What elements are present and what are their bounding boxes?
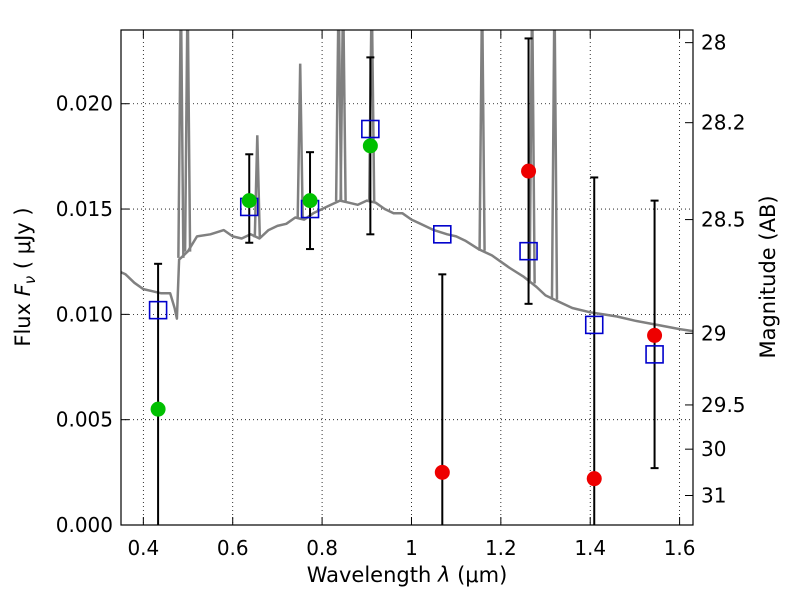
markers — [148, 119, 664, 487]
y-tick-label: 0.015 — [56, 197, 113, 221]
x-tick-label: 1.6 — [664, 536, 696, 560]
emission-line — [183, 30, 192, 252]
y-tick-label: 0.010 — [56, 302, 113, 326]
x-tick-label: 0.4 — [127, 536, 159, 560]
observed-flux-point — [241, 193, 257, 209]
observed-flux-point — [362, 138, 378, 154]
plot-frame — [120, 29, 694, 526]
emission-line — [528, 30, 536, 284]
observed-flux-point — [434, 464, 450, 480]
x-tick-label: 1 — [405, 536, 418, 560]
y-tick-label: 0.000 — [56, 513, 113, 537]
y2-tick-label: 31 — [701, 484, 726, 508]
y-tick-label: 0.020 — [56, 92, 113, 116]
model-flux-square — [519, 241, 538, 261]
y2-axis-title: Magnitude (AB) — [756, 195, 780, 358]
x-axis-title: Wavelength λ (μm) — [307, 563, 508, 587]
emission-line — [296, 63, 304, 219]
x-tick-label: 0.6 — [217, 536, 249, 560]
ticks: 0.4 0.6 0.8 1 1.2 1.4 1.6 0.000 0.005 0.010 0.015 0… — [56, 30, 746, 560]
observed-flux-point — [586, 471, 602, 487]
model-flux-square — [148, 300, 168, 320]
model-spectrum-line — [121, 199, 693, 333]
plot-background — [121, 30, 693, 525]
model-flux-square — [361, 119, 380, 139]
observed-flux-point — [150, 401, 166, 417]
emission-line — [177, 30, 185, 258]
x-tick-label: 0.8 — [306, 536, 338, 560]
y2-tick-label: 30 — [701, 437, 726, 461]
y-axis-title: Flux Fν ( μJy ) — [11, 207, 39, 346]
emission-line — [478, 30, 486, 251]
x-tick-label: 1.2 — [485, 536, 517, 560]
x-tick-label: 1.4 — [574, 536, 606, 560]
observed-flux-point — [521, 163, 537, 179]
y2-tick-label: 29 — [701, 321, 726, 345]
emission-line — [339, 30, 347, 202]
model-flux-square — [584, 315, 604, 335]
observed-flux-point — [302, 193, 318, 209]
observed-flux-point — [647, 327, 663, 343]
model-flux-square — [433, 225, 452, 244]
y-tick-label: 0.005 — [56, 408, 113, 432]
y2-tick-label: 28 — [701, 31, 726, 55]
y2-tick-label: 29.5 — [701, 393, 746, 417]
y2-tick-label: 28.5 — [701, 208, 746, 232]
error-bars — [154, 37, 659, 525]
model-flux-square — [645, 345, 664, 364]
y2-tick-label: 28.2 — [701, 111, 746, 135]
emission-line — [550, 30, 559, 300]
